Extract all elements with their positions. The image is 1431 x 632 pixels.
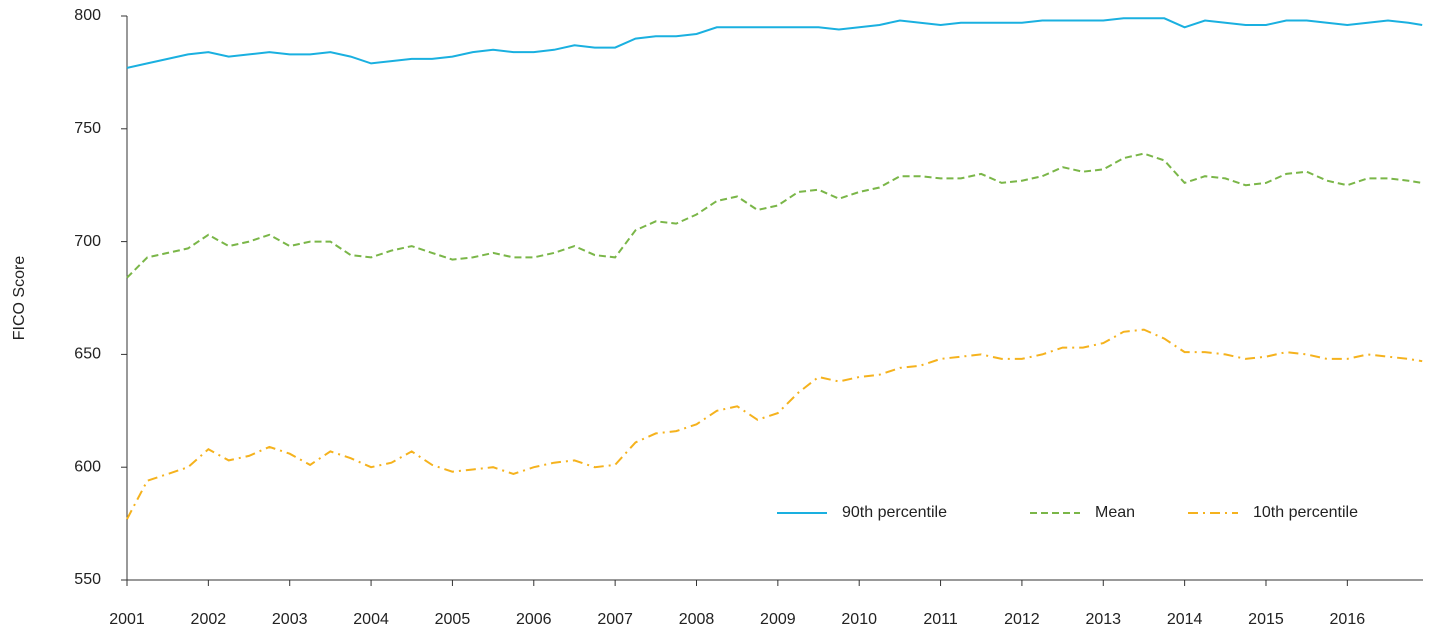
x-tick-label: 2007 (597, 611, 633, 628)
y-axis-label: FICO Score (11, 256, 28, 341)
x-tick-label: 2001 (109, 611, 145, 628)
x-tick-label: 2015 (1248, 611, 1284, 628)
x-tick-label: 2002 (191, 611, 227, 628)
legend-label: 10th percentile (1253, 504, 1358, 521)
y-tick-label: 800 (74, 7, 101, 24)
series-line (126, 17, 1423, 69)
x-tick-label: 2009 (760, 611, 796, 628)
x-tick-label: 2011 (923, 611, 958, 628)
x-tick-label: 2005 (435, 611, 471, 628)
x-tick-label: 2013 (1085, 611, 1121, 628)
x-tick-label: 2008 (679, 611, 715, 628)
series-line (126, 152, 1423, 279)
legend-label: 90th percentile (842, 504, 947, 521)
y-tick-label: 700 (74, 233, 101, 250)
y-tick-label: 750 (74, 120, 101, 137)
x-tick-label: 2004 (353, 611, 389, 628)
x-tick-label: 2010 (841, 611, 877, 628)
x-tick-label: 2014 (1167, 611, 1203, 628)
x-tick-label: 2016 (1330, 611, 1366, 628)
y-tick-label: 650 (74, 346, 101, 363)
legend-label: Mean (1095, 504, 1135, 521)
series-line (126, 328, 1423, 520)
y-tick-label: 600 (74, 458, 101, 475)
x-tick-label: 2003 (272, 611, 308, 628)
y-tick-label: 550 (74, 571, 101, 588)
x-tick-label: 2012 (1004, 611, 1040, 628)
x-tick-label: 2006 (516, 611, 552, 628)
